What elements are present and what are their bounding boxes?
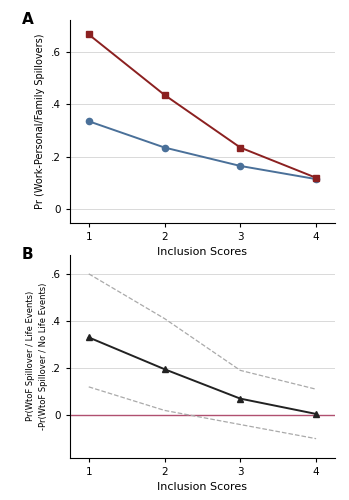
Text: B: B xyxy=(22,247,34,262)
X-axis label: Inclusion Scores: Inclusion Scores xyxy=(157,482,247,492)
Text: A: A xyxy=(22,12,34,27)
Y-axis label: Pr(WtoF Spillover / Life Events)
-Pr(WtoF Spillover / No Life Events): Pr(WtoF Spillover / Life Events) -Pr(Wto… xyxy=(27,282,48,430)
Legend: No Life Event, Life Event: No Life Event, Life Event xyxy=(106,256,298,274)
X-axis label: Inclusion Scores: Inclusion Scores xyxy=(157,247,247,257)
Y-axis label: Pr (Work-Personal/Family Spillovers): Pr (Work-Personal/Family Spillovers) xyxy=(35,34,45,209)
